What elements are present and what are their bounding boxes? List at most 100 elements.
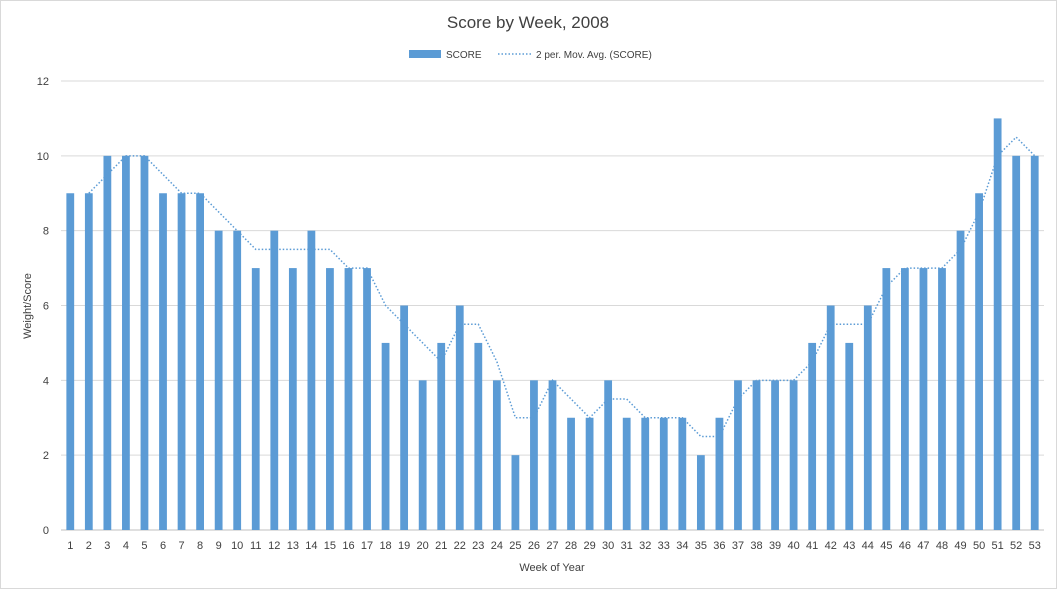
x-tick-label: 40 <box>787 540 799 552</box>
bar-week-2 <box>84 193 93 530</box>
x-tick-label: 18 <box>379 540 391 552</box>
bar-week-45 <box>882 268 891 530</box>
x-tick-label: 10 <box>231 540 243 552</box>
bar-week-16 <box>344 268 353 530</box>
bar-week-11 <box>251 268 260 530</box>
bar-week-20 <box>418 380 427 530</box>
x-tick-label: 17 <box>361 540 373 552</box>
bar-week-4 <box>122 155 130 531</box>
x-tick-label: 43 <box>843 540 855 552</box>
y-axis-title: Weight/Score <box>22 273 34 339</box>
x-tick-label: 39 <box>769 540 781 552</box>
bar-week-46 <box>901 268 909 530</box>
bar-week-30 <box>604 380 613 530</box>
x-tick-label: 52 <box>1010 540 1022 552</box>
bar-week-37 <box>734 380 742 530</box>
legend: SCORE 2 per. Mov. Avg. (SCORE) <box>409 50 652 61</box>
x-tick-label: 45 <box>880 540 892 552</box>
x-tick-label: 38 <box>750 540 762 552</box>
x-tick-label: 23 <box>472 540 484 552</box>
x-tick-label: 3 <box>104 540 110 552</box>
x-tick-label: 8 <box>197 540 203 552</box>
x-tick-label: 50 <box>973 540 985 552</box>
x-tick-label: 29 <box>583 540 595 552</box>
x-tick-label: 21 <box>435 540 447 552</box>
y-tick-label: 2 <box>43 450 49 462</box>
x-tick-label: 36 <box>713 540 725 552</box>
bar-week-7 <box>177 193 186 530</box>
bar-week-3 <box>103 155 112 531</box>
x-axis-ticks: 1 2 3 4 5 6 7 8 9 10 11 12 13 14 15 16 17 18 19 20 21 22 23 24 2… <box>67 540 1041 552</box>
bar-week-21 <box>437 342 446 530</box>
x-tick-label: 6 <box>160 540 166 552</box>
bar-week-43 <box>845 342 854 530</box>
x-tick-label: 7 <box>178 540 184 552</box>
bar-week-52 <box>1012 155 1021 531</box>
x-tick-label: 24 <box>491 540 503 552</box>
x-tick-label: 19 <box>398 540 410 552</box>
bar-week-39 <box>771 380 779 530</box>
x-tick-label: 46 <box>899 540 911 552</box>
x-tick-label: 53 <box>1029 540 1041 552</box>
bar-week-19 <box>400 305 409 530</box>
bar-week-48 <box>938 268 946 530</box>
bar-week-29 <box>585 417 594 530</box>
bar-week-17 <box>363 268 371 530</box>
bar-week-44 <box>863 305 872 530</box>
x-tick-label: 44 <box>862 540 874 552</box>
x-tick-label: 26 <box>528 540 540 552</box>
bar-week-49 <box>956 230 965 530</box>
x-tick-label: 11 <box>250 540 261 552</box>
bar-week-42 <box>826 305 835 530</box>
bar-week-32 <box>641 417 650 530</box>
x-tick-label: 49 <box>954 540 966 552</box>
x-tick-label: 47 <box>917 540 929 552</box>
bar-week-22 <box>455 305 464 530</box>
x-tick-label: 28 <box>565 540 577 552</box>
x-tick-label: 16 <box>342 540 354 552</box>
legend-label-score: SCORE <box>446 50 482 61</box>
y-tick-label: 8 <box>43 226 49 238</box>
x-tick-label: 35 <box>695 540 707 552</box>
bar-week-10 <box>233 230 242 530</box>
x-tick-label: 12 <box>268 540 280 552</box>
bar-week-27 <box>548 380 557 530</box>
legend-swatch-score <box>409 50 441 58</box>
x-tick-label: 5 <box>141 540 147 552</box>
x-tick-label: 25 <box>509 540 521 552</box>
bar-week-23 <box>474 342 483 530</box>
legend-label-moving-average: 2 per. Mov. Avg. (SCORE) <box>536 50 652 61</box>
x-tick-label: 14 <box>305 540 317 552</box>
chart-title: Score by Week, 2008 <box>447 13 609 32</box>
x-tick-label: 33 <box>658 540 670 552</box>
x-tick-label: 42 <box>825 540 837 552</box>
moving-average-line <box>88 136 1036 438</box>
bar-week-34 <box>678 417 687 530</box>
bar-week-36 <box>715 417 724 530</box>
bar-week-25 <box>511 455 520 530</box>
bar-week-38 <box>752 380 761 530</box>
x-tick-label: 4 <box>123 540 129 552</box>
bar-week-13 <box>288 268 297 530</box>
x-tick-label: 31 <box>621 540 633 552</box>
x-tick-label: 30 <box>602 540 614 552</box>
y-tick-label: 6 <box>43 301 49 313</box>
bar-week-50 <box>975 193 983 530</box>
bar-week-9 <box>214 230 223 530</box>
x-tick-label: 41 <box>806 540 818 552</box>
x-tick-label: 2 <box>86 540 92 552</box>
bar-week-26 <box>530 380 538 530</box>
x-tick-label: 13 <box>287 540 299 552</box>
x-tick-label: 9 <box>216 540 222 552</box>
y-tick-label: 10 <box>37 151 49 163</box>
bar-week-40 <box>789 380 798 530</box>
bar-week-12 <box>270 230 279 530</box>
y-tick-label: 12 <box>37 76 49 88</box>
bar-week-24 <box>492 380 501 530</box>
bar-week-1 <box>66 193 75 530</box>
x-tick-label: 48 <box>936 540 948 552</box>
y-axis-ticks: 0 2 4 6 8 10 12 <box>37 76 49 537</box>
x-tick-label: 37 <box>732 540 744 552</box>
